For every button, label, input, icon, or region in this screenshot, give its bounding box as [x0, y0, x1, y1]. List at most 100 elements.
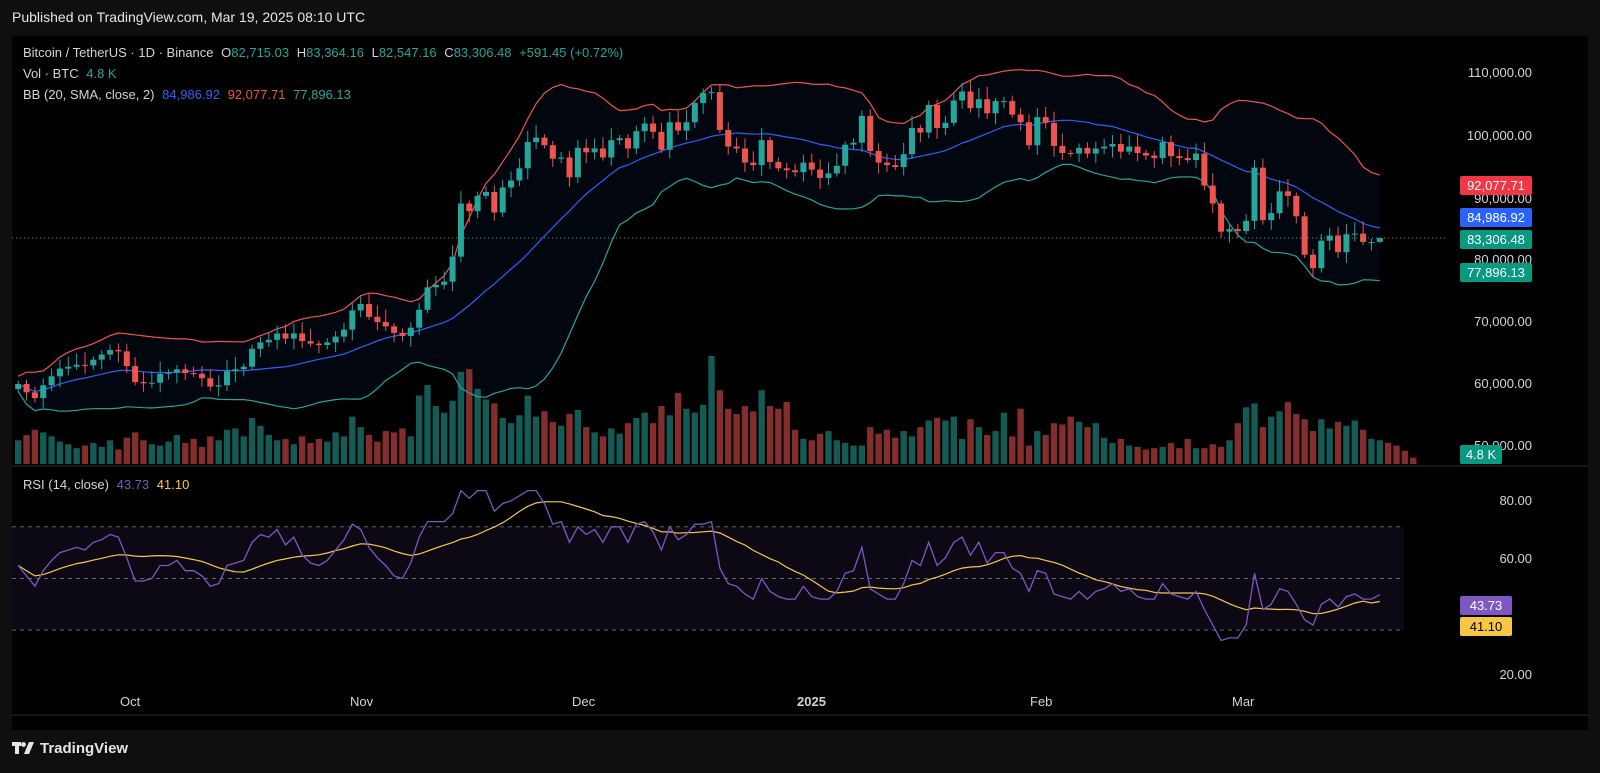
volume-bar — [73, 448, 80, 464]
bb-upper-tag: 92,077.71 — [1460, 176, 1532, 195]
volume-bar — [415, 395, 423, 464]
candle-body — [817, 169, 824, 178]
candle-body — [675, 122, 682, 131]
volume-value: 4.8 K — [86, 66, 117, 81]
candle-body — [875, 151, 882, 163]
volume-bar — [1359, 429, 1367, 464]
candle-body — [892, 165, 899, 168]
low-value: 82,547.16 — [378, 45, 437, 60]
rsi-panel — [12, 468, 1447, 676]
volume-bar — [165, 441, 172, 464]
chart-frame[interactable]: Bitcoin / TetherUS · 1D · Binance O82,71… — [12, 36, 1588, 730]
volume-bar — [140, 440, 147, 464]
volume-bar — [1117, 438, 1125, 464]
candle-body — [407, 327, 414, 336]
candle-body — [583, 147, 590, 153]
candle-body — [850, 142, 857, 145]
candle-body — [1335, 235, 1342, 253]
candle-body — [1309, 254, 1317, 269]
volume-bar — [365, 435, 373, 464]
tradingview-logo-icon — [12, 742, 34, 754]
volume-bar — [649, 423, 657, 464]
candle-body — [1243, 220, 1250, 232]
rsi-label[interactable]: RSI (14, close) — [23, 477, 109, 492]
candle-body — [574, 147, 581, 178]
volume-bar — [1067, 416, 1074, 464]
volume-bar — [307, 442, 314, 464]
volume-bar — [40, 432, 47, 464]
volume-bar — [390, 432, 398, 464]
candle-body — [198, 373, 205, 379]
candle-body — [90, 359, 97, 366]
candle-body — [48, 376, 55, 386]
bb-lower-value: 77,896.13 — [293, 87, 351, 102]
volume-bar — [1100, 437, 1108, 464]
rsi-tick-20: 20.00 — [1499, 667, 1532, 682]
candle-body — [959, 91, 966, 101]
chart-canvas[interactable] — [12, 36, 1588, 730]
candle-body — [942, 122, 949, 128]
candle-body — [299, 333, 306, 342]
candle-body — [1017, 114, 1024, 123]
volume-bar — [507, 423, 515, 464]
volume-bar — [1368, 438, 1375, 464]
volume-bar — [574, 410, 582, 464]
candle-body — [1176, 156, 1183, 159]
volume-bar — [1226, 440, 1233, 464]
footer-brand[interactable]: TradingView — [40, 739, 129, 757]
volume-bar — [725, 408, 732, 464]
candle-body — [1117, 144, 1124, 152]
volume-bar — [324, 441, 331, 464]
candle-body — [1084, 147, 1091, 154]
candle-body — [1360, 233, 1367, 242]
bb-label[interactable]: BB (20, SMA, close, 2) — [23, 87, 155, 102]
volume-bar — [1176, 448, 1183, 464]
volume-bar — [1042, 435, 1049, 464]
candle-body — [107, 350, 114, 355]
candle-body — [984, 99, 991, 114]
volume-bar — [98, 446, 105, 464]
bb-upper-value: 92,077.71 — [227, 87, 286, 102]
volume-bar — [382, 431, 389, 464]
volume-bar — [340, 436, 348, 464]
volume-bar — [1092, 423, 1099, 464]
volume-bar — [424, 384, 431, 464]
volume-bar — [407, 436, 414, 464]
volume-bar — [541, 411, 548, 464]
candle-body — [1234, 229, 1241, 232]
y-tick-60000: 60,000.00 — [1474, 376, 1532, 391]
volume-bar — [1192, 448, 1200, 464]
candle-body — [934, 104, 941, 128]
volume-bar — [892, 437, 899, 464]
open-label: O — [221, 45, 232, 60]
rsi-value: 43.73 — [116, 477, 150, 492]
candle-body — [307, 341, 314, 344]
volume-label[interactable]: Vol · BTC — [23, 66, 79, 81]
candle-body — [1134, 146, 1141, 153]
candle-body — [1059, 145, 1066, 153]
candle-body — [424, 287, 431, 310]
volume-bar — [750, 411, 757, 464]
volume-bar — [1376, 440, 1383, 464]
volume-bar — [666, 415, 673, 464]
candle-body — [240, 366, 247, 370]
candle-body — [399, 332, 406, 336]
bb-lower-line — [17, 163, 1380, 412]
volume-bar — [248, 417, 256, 464]
volume-bar — [457, 371, 465, 464]
volume-bar — [691, 412, 698, 464]
volume-bar — [65, 444, 72, 464]
volume-bar — [1318, 419, 1325, 464]
candle-body — [516, 168, 523, 181]
last-price-tag: 83,306.48 — [1460, 230, 1532, 249]
symbol-label[interactable]: Bitcoin / TetherUS · 1D · Binance — [23, 45, 214, 60]
volume-bar — [223, 429, 231, 464]
candle-body — [541, 137, 548, 146]
change-value: +591.45 (+0.72%) — [519, 45, 624, 60]
rsi-tag: 43.73 — [1460, 596, 1512, 615]
volume-bar — [1401, 450, 1409, 464]
volume-bar — [499, 417, 506, 464]
candle-body — [992, 101, 999, 114]
candle-body — [432, 284, 439, 288]
volume-bar — [741, 406, 749, 464]
